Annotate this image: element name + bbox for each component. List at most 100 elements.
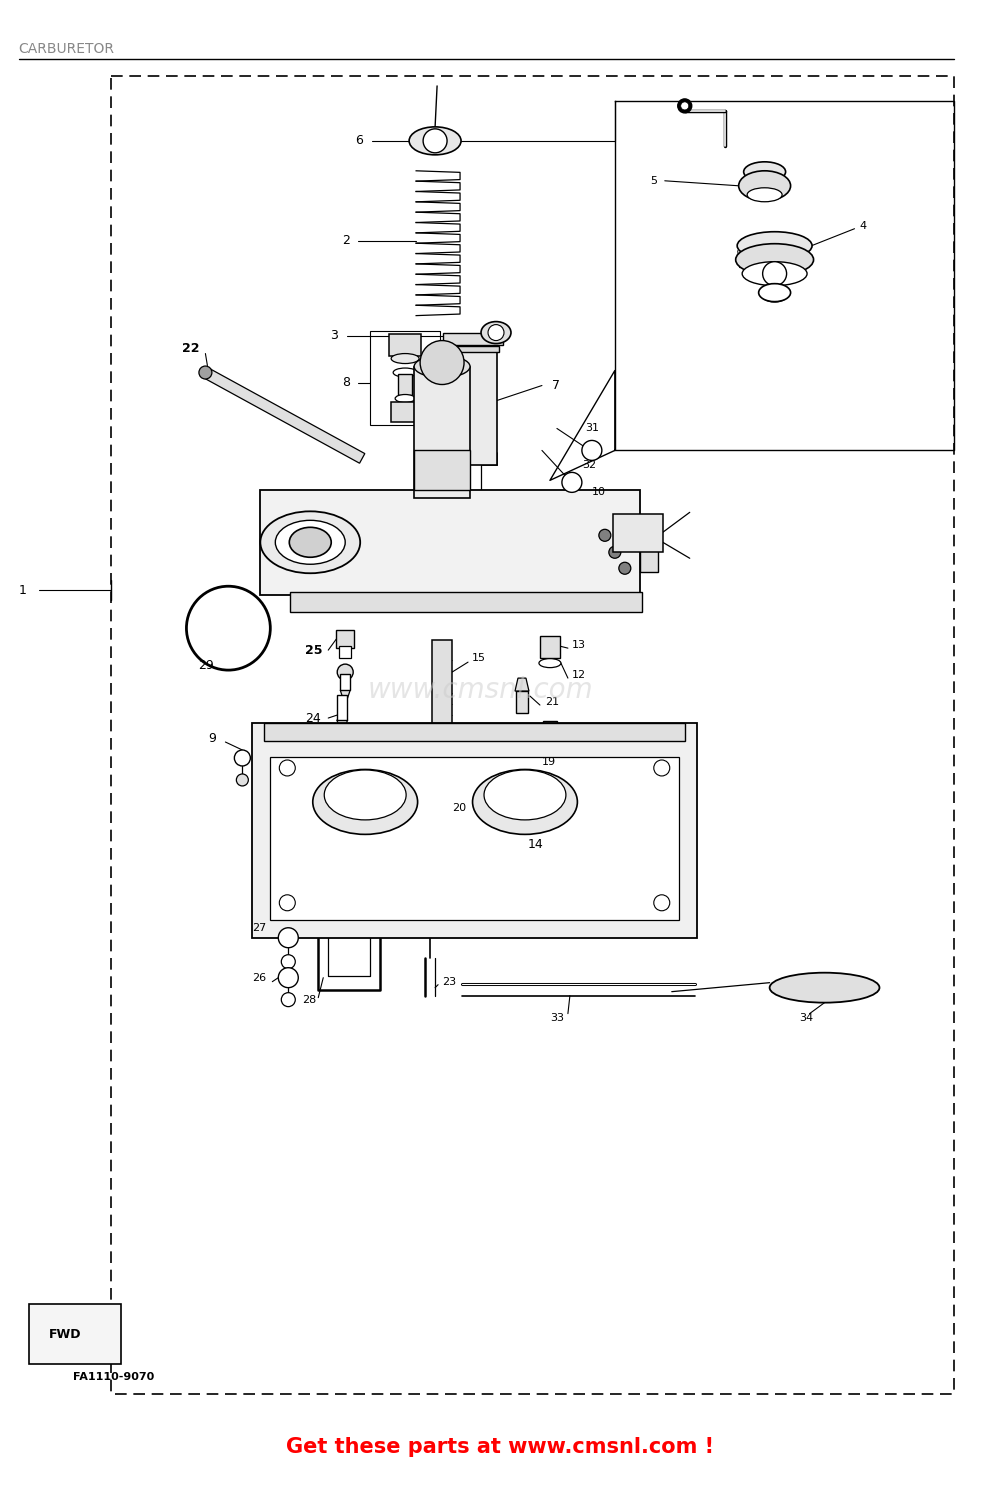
Ellipse shape [744, 162, 786, 182]
Polygon shape [337, 720, 348, 732]
Bar [389, 333, 421, 356]
Text: 29: 29 [198, 658, 214, 672]
Ellipse shape [313, 770, 418, 834]
Text: FWD: FWD [49, 1328, 81, 1341]
Ellipse shape [289, 528, 331, 558]
Circle shape [619, 562, 631, 574]
Ellipse shape [484, 770, 566, 820]
Bar [414, 366, 470, 498]
Text: 17: 17 [472, 723, 486, 734]
Ellipse shape [430, 758, 454, 766]
Circle shape [488, 324, 504, 340]
Ellipse shape [414, 356, 470, 378]
Polygon shape [203, 368, 365, 464]
Circle shape [199, 366, 212, 380]
Circle shape [279, 760, 295, 776]
Ellipse shape [409, 128, 461, 154]
Circle shape [279, 896, 295, 910]
Bar [290, 592, 642, 612]
Ellipse shape [739, 171, 791, 201]
Circle shape [234, 750, 250, 766]
Circle shape [654, 760, 670, 776]
Bar [391, 402, 419, 423]
Ellipse shape [391, 354, 419, 363]
Text: 28: 28 [302, 994, 317, 1005]
Circle shape [278, 968, 298, 987]
Circle shape [236, 774, 248, 786]
Circle shape [681, 102, 689, 110]
Polygon shape [340, 690, 350, 705]
Text: www.cmsnl.com: www.cmsnl.com [367, 676, 593, 703]
Text: 24: 24 [305, 711, 321, 724]
Ellipse shape [747, 188, 782, 202]
Ellipse shape [324, 770, 406, 820]
Text: 12: 12 [572, 670, 586, 680]
Text: 33: 33 [550, 1013, 564, 1023]
Circle shape [281, 993, 295, 1006]
Bar [398, 374, 412, 396]
Circle shape [430, 783, 454, 807]
Text: 22: 22 [182, 342, 200, 355]
Text: 9: 9 [208, 732, 216, 744]
Text: CARBURETOR: CARBURETOR [19, 42, 115, 56]
Text: 18: 18 [472, 750, 486, 760]
Circle shape [582, 441, 602, 460]
Text: Get these parts at www.cmsnl.com !: Get these parts at www.cmsnl.com ! [286, 1437, 714, 1456]
Circle shape [763, 261, 787, 285]
Text: 31: 31 [585, 423, 599, 433]
Ellipse shape [539, 658, 561, 668]
Bar [540, 636, 560, 658]
Circle shape [654, 896, 670, 910]
Text: 13: 13 [572, 640, 586, 650]
Circle shape [434, 774, 450, 790]
Text: 1: 1 [19, 584, 27, 597]
Bar [432, 640, 452, 728]
Circle shape [599, 530, 611, 542]
Text: 16: 16 [422, 784, 436, 795]
Ellipse shape [737, 231, 812, 260]
Ellipse shape [427, 771, 457, 794]
Bar [252, 723, 697, 938]
Text: 20: 20 [452, 802, 466, 813]
Text: 5: 5 [650, 176, 657, 186]
Polygon shape [515, 678, 529, 692]
Text: 2: 2 [342, 234, 350, 248]
Text: 8: 8 [342, 376, 350, 388]
Circle shape [678, 99, 692, 112]
Text: 7: 7 [552, 380, 560, 392]
Ellipse shape [770, 972, 879, 1002]
Text: 30: 30 [468, 772, 482, 783]
Bar [443, 333, 503, 345]
Ellipse shape [428, 728, 456, 736]
Text: 10: 10 [592, 488, 606, 498]
Polygon shape [543, 742, 557, 754]
Text: FA1110-9070: FA1110-9070 [73, 1372, 154, 1382]
Bar [451, 345, 499, 351]
Text: 11: 11 [572, 734, 586, 742]
Circle shape [420, 340, 464, 384]
Bar [430, 735, 454, 762]
Text: 15: 15 [472, 652, 486, 663]
Text: 6: 6 [355, 135, 363, 147]
Ellipse shape [260, 512, 360, 573]
Ellipse shape [481, 321, 511, 344]
Text: 32: 32 [582, 460, 596, 471]
Ellipse shape [473, 770, 577, 834]
Text: 3: 3 [330, 328, 338, 342]
Text: 23: 23 [442, 976, 456, 987]
Bar [260, 490, 640, 596]
Circle shape [278, 928, 298, 948]
Bar [340, 674, 350, 690]
Circle shape [423, 129, 447, 153]
Bar [270, 758, 679, 920]
Ellipse shape [759, 284, 791, 302]
Bar [453, 345, 497, 465]
Circle shape [281, 954, 295, 969]
Text: 19: 19 [542, 758, 556, 766]
Text: 21: 21 [545, 698, 559, 706]
Bar [339, 646, 351, 658]
Bar [337, 694, 347, 720]
Circle shape [186, 586, 270, 670]
Bar [543, 722, 557, 742]
Ellipse shape [742, 261, 807, 285]
